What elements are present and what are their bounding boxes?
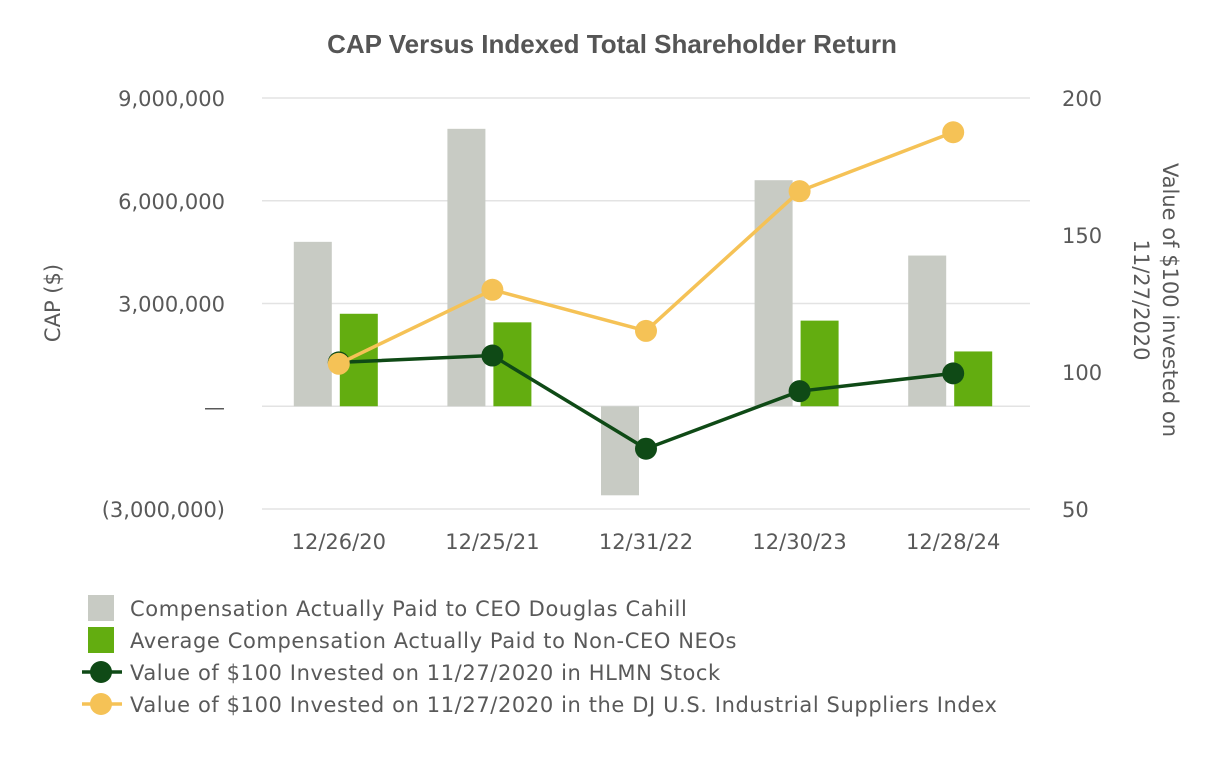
y2-axis-label-line2: 11/27/2020 [1129,239,1153,360]
hlmn-line [338,353,954,451]
ceo-cap-bar [908,255,947,407]
x-tick-label: 12/30/23 [752,530,846,554]
hlmn-point [788,380,811,403]
y2-tick-label: 100 [1062,361,1102,385]
ceo-cap-bar [601,406,639,496]
hlmn-point [635,437,657,460]
y2-tick-label: 50 [1062,498,1089,522]
legend-label: Compensation Actually Paid to CEO Dougla… [130,597,687,621]
index-point [635,319,657,342]
chart-title: CAP Versus Indexed Total Shareholder Ret… [327,29,897,59]
index-point [327,352,350,375]
x-tick-label: 12/28/24 [906,530,1000,554]
legend-label: Value of $100 Invested on 11/27/2020 in … [130,661,721,685]
lines [327,121,965,460]
y-axis-label: CAP ($) [41,264,65,342]
gridlines [262,97,1030,510]
index-point [788,180,811,203]
legend-label: Value of $100 Invested on 11/27/2020 in … [130,693,998,717]
y-tick-label: 3,000,000 [118,293,225,317]
y2-tick-label: 200 [1062,87,1102,111]
legend-swatch [88,627,114,653]
left-axis-ticks: 9,000,000 6,000,000 3,000,000 — (3,000,000) [102,87,225,522]
neo-cap-bar [493,322,532,407]
right-axis-ticks: 200 150 100 50 [1062,87,1102,522]
y2-axis-label-line1: Value of $100 invested on [1158,163,1182,437]
x-axis-ticks: 12/26/20 12/25/21 12/31/22 12/30/23 12/28/24 [292,530,1001,554]
x-tick-label: 12/26/20 [292,530,386,554]
ceo-cap-bar [754,180,793,407]
index-point [481,278,504,301]
legend-marker [90,693,112,715]
y-tick-label: (3,000,000) [102,498,225,522]
legend: Compensation Actually Paid to CEO Dougla… [82,595,998,717]
ceo-cap-bar [447,128,486,407]
y-tick-label: 6,000,000 [118,190,225,214]
index-point [942,121,965,144]
legend-swatch [88,595,114,621]
bars [293,128,993,496]
y-tick-label: — [204,395,225,419]
y2-tick-label: 150 [1062,224,1102,248]
hlmn-point [942,362,965,385]
legend-label: Average Compensation Actually Paid to No… [130,629,737,653]
x-tick-label: 12/25/21 [445,530,539,554]
y-tick-label: 9,000,000 [118,87,225,111]
ceo-cap-bar [293,241,332,407]
legend-marker [90,661,112,683]
hlmn-point [481,344,504,367]
x-tick-label: 12/31/22 [599,530,693,554]
